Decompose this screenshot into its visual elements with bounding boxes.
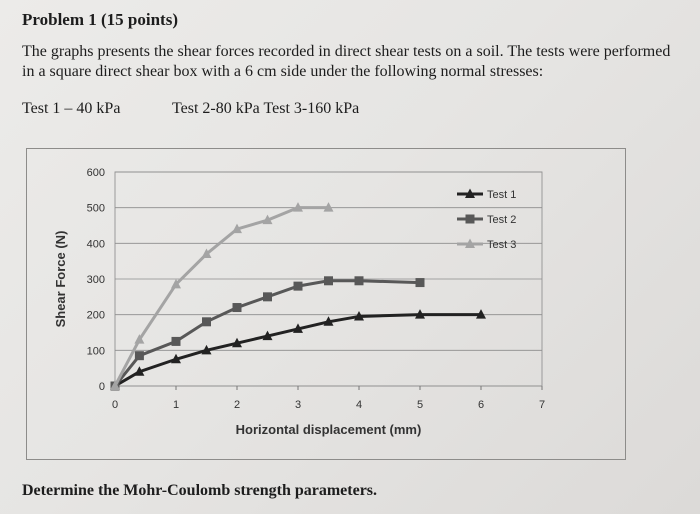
legend-marker-1 — [465, 188, 475, 198]
problem-intro: The graphs presents the shear forces rec… — [22, 43, 671, 80]
y-tick-label: 200 — [87, 310, 105, 322]
x-axis-label: Horizontal displacement (mm) — [236, 422, 422, 437]
y-tick-label: 600 — [87, 167, 105, 179]
data-point-test-3 — [262, 214, 273, 225]
data-point-test-2 — [415, 278, 425, 288]
x-tick-label: 1 — [173, 399, 179, 411]
data-point-test-1 — [201, 344, 212, 355]
data-point-test-1 — [262, 330, 273, 341]
series-line-2 — [113, 279, 421, 387]
data-point-test-2 — [263, 292, 272, 302]
data-point-test-1 — [354, 310, 364, 321]
legend-label-3: Test 3 — [487, 239, 516, 251]
data-point-test-2 — [354, 276, 364, 286]
x-tick-label: 2 — [234, 399, 240, 411]
normal-stresses-line: Test 1 – 40 kPa Test 2-80 kPa Test 3-160 … — [22, 100, 359, 118]
data-point-test-2 — [232, 303, 242, 313]
chart-frame: 0 100 200 300 400 500 600 0 1 2 3 4 5 6 7 Horizontal di… — [26, 148, 626, 460]
data-point-test-1 — [323, 316, 334, 326]
x-tick-label: 3 — [295, 399, 301, 411]
x-tick-label: 7 — [539, 399, 545, 411]
legend-label-2: Test 2 — [487, 214, 516, 226]
data-point-test-2 — [134, 351, 144, 361]
y-axis-label: Shear Force (N) — [53, 231, 68, 328]
data-point-test-3 — [171, 278, 181, 289]
series-line-3 — [113, 206, 329, 387]
test1-stress: Test 1 – 40 kPa — [22, 100, 121, 117]
y-tick-label: 500 — [87, 203, 105, 215]
legend-label-1: Test 1 — [487, 189, 516, 201]
legend-marker-3 — [465, 238, 475, 248]
x-tick-label: 0 — [112, 399, 118, 411]
data-point-test-3 — [110, 380, 120, 390]
data-point-test-3 — [134, 334, 145, 344]
data-point-test-1 — [293, 323, 303, 333]
y-tick-label: 0 — [99, 381, 105, 393]
data-point-test-2 — [171, 336, 181, 346]
y-tick-label: 400 — [87, 238, 105, 250]
data-point-test-1 — [415, 309, 425, 319]
data-point-test-3 — [232, 223, 242, 234]
question-text: Determine the Mohr-Coulomb strength para… — [22, 482, 378, 499]
x-tick-label: 5 — [417, 399, 423, 411]
x-tick-label: 6 — [478, 399, 484, 411]
data-point-test-1 — [171, 353, 181, 364]
data-point-test-2 — [324, 276, 333, 286]
data-point-test-1 — [134, 366, 145, 376]
shear-force-chart: 0 100 200 300 400 500 600 0 1 2 3 4 5 6 7 Horizontal di… — [53, 167, 545, 437]
data-point-test-1 — [476, 309, 486, 319]
data-point-test-3 — [323, 202, 334, 212]
test2-test3-stress: Test 2-80 kPa Test 3-160 kPa — [172, 100, 360, 117]
data-point-test-1 — [232, 337, 242, 348]
x-tick-label: 4 — [356, 399, 362, 411]
data-point-test-2 — [293, 281, 303, 291]
problem-title: Problem 1 (15 points) — [22, 10, 178, 29]
legend-marker-2 — [465, 214, 475, 224]
data-point-test-3 — [201, 248, 212, 259]
data-point-test-2 — [202, 317, 211, 327]
y-tick-label: 300 — [87, 274, 105, 286]
data-point-test-3 — [293, 202, 303, 212]
y-tick-label: 100 — [87, 345, 105, 357]
